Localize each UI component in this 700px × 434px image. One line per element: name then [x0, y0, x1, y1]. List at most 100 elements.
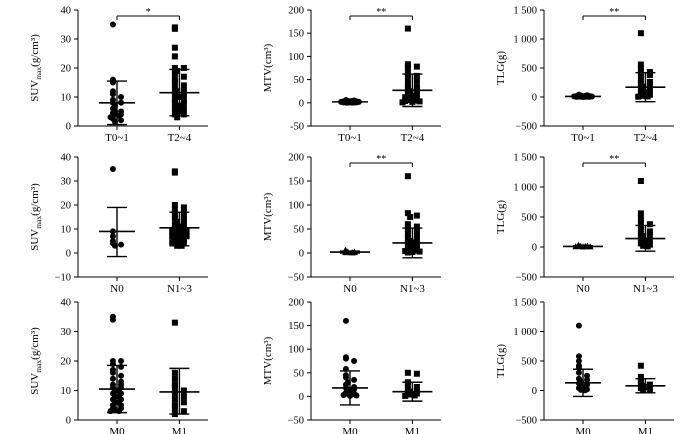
data-point	[413, 233, 420, 240]
data-point	[404, 369, 411, 376]
data-point	[171, 396, 178, 403]
y-tick-label: −500	[515, 122, 537, 133]
data-point	[109, 375, 116, 382]
data-point	[171, 70, 178, 77]
data-point	[342, 355, 349, 362]
y-tick-label: 40	[61, 298, 72, 309]
significance-label: **	[609, 154, 619, 165]
x-tick-label: M1	[172, 426, 187, 434]
y-tick-label: 1 000	[513, 327, 537, 338]
data-point	[637, 30, 644, 37]
y-tick-label: 10	[61, 386, 72, 397]
data-point	[171, 319, 178, 326]
y-tick-label: −50	[288, 416, 304, 427]
data-point	[413, 223, 420, 230]
x-tick-label: T0~1	[338, 132, 362, 144]
data-point	[351, 376, 358, 383]
data-point	[118, 372, 125, 379]
data-point	[407, 391, 414, 398]
significance-label: **	[376, 7, 386, 18]
x-tick-label: N0	[343, 283, 357, 295]
y-tick-label: 100	[288, 345, 304, 356]
x-tick-label: T2~4	[634, 132, 658, 144]
data-point	[646, 386, 653, 393]
data-point	[180, 393, 187, 400]
data-point	[575, 322, 582, 329]
data-point	[575, 358, 582, 364]
data-point	[637, 70, 644, 77]
data-point	[635, 93, 642, 100]
y-tick-label: 500	[521, 64, 537, 75]
x-tick-label: T0~1	[571, 132, 595, 144]
y-tick-label: 0	[532, 386, 537, 397]
data-point	[646, 82, 653, 89]
y-tick-label: −500	[515, 273, 537, 284]
y-tick-label: 500	[521, 357, 537, 368]
data-point	[404, 81, 411, 88]
data-point	[109, 91, 116, 98]
data-point	[407, 91, 414, 98]
x-tick-label: M0	[575, 426, 591, 434]
y-tick-label: 150	[288, 321, 304, 332]
data-point	[584, 376, 591, 383]
y-tick-label: 30	[61, 35, 72, 46]
y-tick-label: 150	[288, 29, 304, 40]
data-point	[637, 215, 644, 222]
data-point	[413, 63, 420, 70]
data-point	[171, 369, 178, 376]
y-tick-label: 0	[66, 416, 71, 427]
x-tick-label: T2~4	[168, 132, 192, 144]
panel-row3-col2: −50 0 50 100 150 200 MTV(cm³) M0 M1	[262, 298, 441, 434]
data-point	[174, 114, 181, 121]
x-tick-label: M1	[405, 426, 420, 434]
data-point	[340, 391, 347, 398]
y-tick-label: 200	[288, 6, 304, 17]
data-point	[407, 214, 414, 220]
x-tick-label: N1~3	[167, 283, 192, 295]
x-tick-label: T2~4	[401, 132, 425, 144]
data-point	[637, 226, 644, 232]
panel-row2-col3: −500 0 500 1 000 1 500 TLG(g) N0 N1~3 **	[495, 153, 674, 295]
panel-row1-col3: −500 0 500 1 000 1 500 TLG(g) T0~1 T2~4 **	[495, 6, 674, 144]
data-point	[640, 92, 647, 99]
data-point	[575, 353, 582, 360]
data-point	[399, 99, 406, 106]
data-point	[413, 83, 420, 90]
panel-row2-col1: −10 0 10 20 30 40 SUVmax(g/cm³) N0 N1~3	[29, 153, 208, 295]
y-tick-label: 50	[294, 75, 305, 86]
panel-row1-col2: -50 0 50 100 150 200 MTV(cm³) T0~1 T2~4 **	[262, 6, 441, 144]
data-point	[413, 212, 420, 219]
data-point	[118, 117, 125, 124]
data-point	[180, 387, 187, 394]
y-tick-label: 0	[532, 243, 537, 254]
data-point	[109, 316, 116, 323]
significance-label: **	[376, 154, 386, 165]
data-point	[180, 204, 187, 211]
x-tick-label: N0	[576, 283, 590, 295]
data-point	[411, 392, 418, 399]
data-point	[174, 226, 181, 232]
x-tick-label: T0~1	[105, 132, 129, 144]
y-tick-label: 0	[66, 122, 71, 133]
y-tick-label: -50	[290, 122, 304, 133]
data-point	[180, 82, 187, 89]
panel-row2-col2: −50 0 50 100 150 200 MTV(cm³) N0 N1~3 **	[262, 153, 441, 295]
data-point	[180, 408, 187, 415]
data-point	[171, 384, 178, 391]
y-tick-label: 1 000	[513, 35, 537, 46]
y-tick-label: 40	[61, 153, 72, 164]
y-tick-label: 1 500	[513, 6, 537, 17]
data-point	[646, 221, 653, 228]
y-tick-label: 20	[61, 201, 72, 212]
data-point	[640, 242, 647, 249]
data-point	[404, 65, 411, 71]
data-point	[637, 362, 644, 369]
y-tick-label: 1 000	[513, 183, 537, 194]
y-axis-label: SUVmax(g/cm³)	[29, 327, 43, 395]
data-point	[118, 94, 125, 100]
data-point	[404, 173, 411, 180]
significance-label: **	[609, 7, 619, 18]
data-point	[404, 230, 411, 237]
data-point	[180, 399, 187, 406]
data-point	[646, 228, 653, 235]
